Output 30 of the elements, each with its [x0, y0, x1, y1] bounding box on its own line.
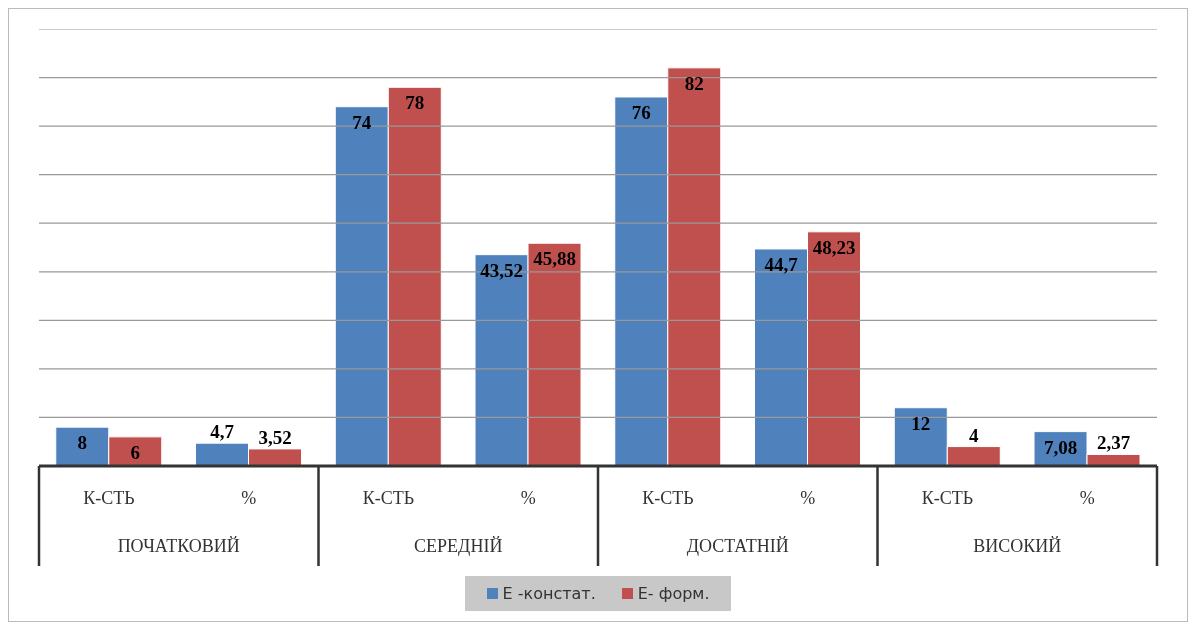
x-tick-label: К-СТЬ: [83, 488, 135, 508]
data-label: 4,7: [210, 421, 235, 443]
legend-label: Е- форм.: [636, 584, 710, 603]
data-label: 78: [405, 92, 425, 114]
x-tick-label: К-СТЬ: [921, 488, 974, 508]
data-label: 4: [969, 424, 980, 446]
data-label: 74: [352, 111, 372, 133]
data-label: 6: [130, 441, 141, 463]
x-tick-label: К-СТЬ: [362, 488, 415, 508]
data-label: 43,52: [480, 259, 523, 281]
text: ДОСТАТНІЙ: [686, 536, 789, 556]
data-label: 44,7: [764, 253, 799, 275]
data-label: 45,88: [533, 248, 576, 270]
x-tick-label: К-СТЬ: [642, 488, 694, 508]
data-label: 3,52: [258, 426, 292, 448]
data-label: 2,37: [1096, 432, 1131, 454]
legend-label: Е -констат.: [501, 584, 596, 603]
data-label: 7,08: [1043, 436, 1078, 458]
data-label: 48,23: [812, 236, 856, 258]
text: ВИСОКИЙ: [973, 536, 1062, 556]
data-label: 82: [684, 72, 704, 94]
text: СЕРЕДНІЙ: [414, 536, 503, 556]
x-tick-label: %: [800, 488, 816, 508]
text: ПОЧАТКОВИЙ: [117, 536, 240, 556]
x-tick-label: %: [241, 488, 257, 508]
x-tick-label: %: [1079, 488, 1095, 508]
data-label: 8: [77, 432, 88, 454]
data-label: 76: [631, 101, 651, 123]
x-tick-label: %: [520, 488, 536, 508]
data-label: 12: [911, 412, 931, 434]
